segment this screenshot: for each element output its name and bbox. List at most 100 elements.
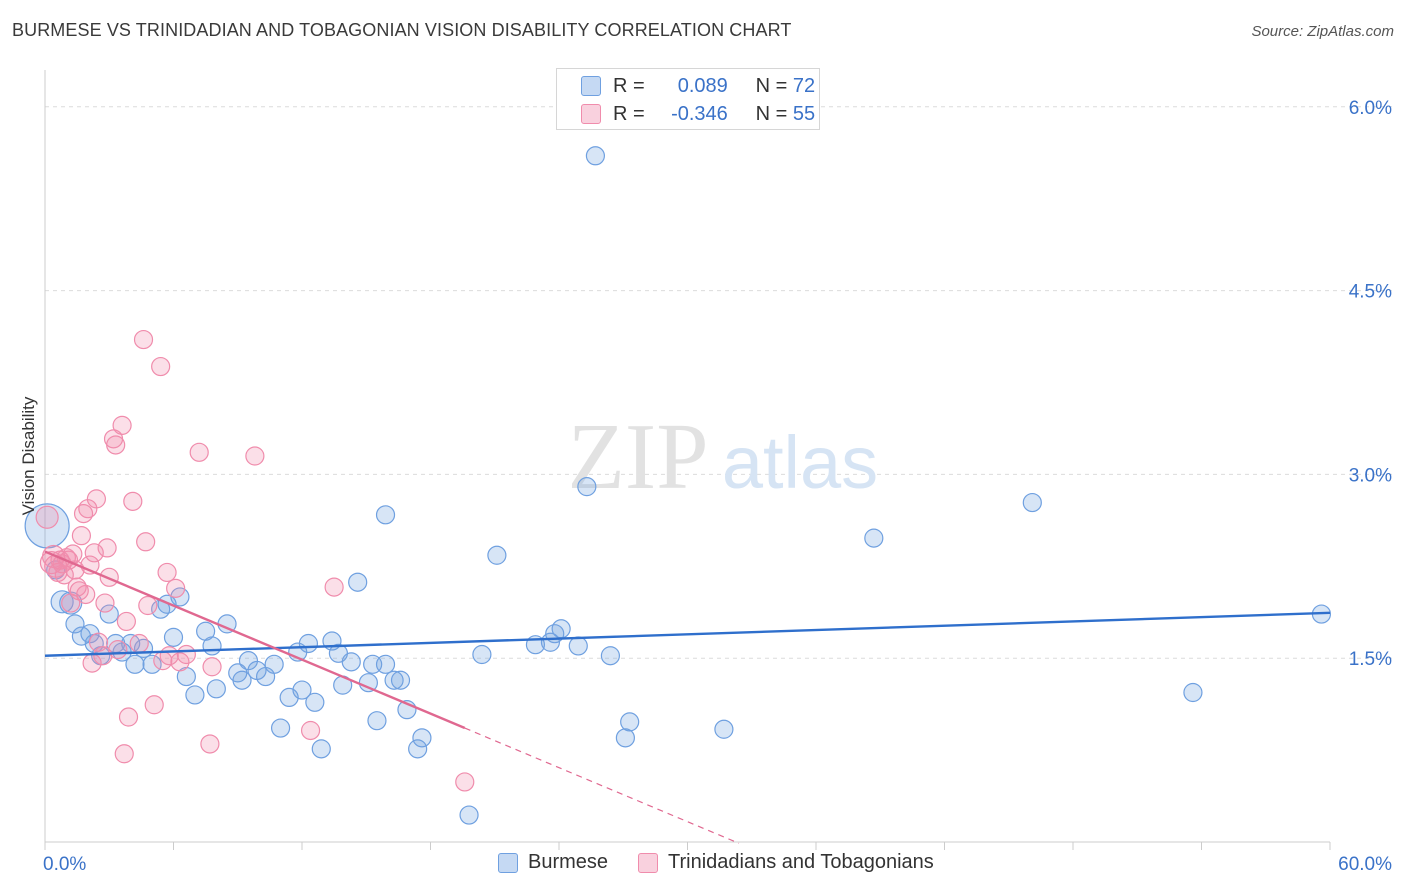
trinidadian-point [138,595,158,616]
trinidadian-legend-label: Trinidadians and Tobagonians [668,851,934,873]
trinidadian-point [136,532,156,552]
watermark: ZIP atlas [568,405,879,509]
trinidadian-point [76,584,96,605]
trinidadian-point [200,734,220,754]
grid-layer [45,106,1392,659]
burmese-point [412,728,432,748]
trinidadian-point [189,442,209,462]
legend-item-burmese[interactable]: Burmese [498,851,608,874]
burmese-points [24,146,1332,825]
trinidadian-points [35,329,475,792]
burmese-point [142,654,162,674]
burmese-point [1022,492,1042,513]
burmese-point [408,739,428,759]
trinidadian-point [108,640,128,660]
trinidadian-point [129,633,149,654]
watermark-zip: ZIP [568,405,709,509]
trinidadian-point [151,356,171,377]
burmese-legend-swatch [498,852,518,873]
burmese-point [714,719,734,739]
legend-row-trinidadian: R = -0.346 N = 55 [581,101,815,127]
trinidadian-point [71,526,92,546]
burmese-point [305,692,325,712]
trinidadian-point [202,657,222,677]
trinidadian-point [176,644,196,665]
trinidadian-point [157,562,177,583]
trinidadian-point [84,543,104,563]
x-tick-label: 0.0% [43,854,86,875]
trinidadian-n-value: 55 [792,102,816,125]
y-axis-label: Vision Disability [19,396,38,515]
burmese-point [384,670,404,690]
burmese-point [202,636,222,656]
trinidadian-point [123,491,143,511]
burmese-point [232,670,252,690]
series-legend: Burmese Trinidadians and Tobagonians [498,851,964,874]
trinidadian-point [166,578,186,598]
trinidadian-swatch [581,104,601,124]
burmese-trend-line [44,611,1331,657]
n-label: N = [755,74,788,97]
burmese-swatch [581,76,601,96]
trinidadian-point [86,489,107,509]
burmese-point [65,614,85,634]
burmese-n-value: 72 [792,74,816,97]
burmese-r-value: 0.089 [677,74,728,97]
burmese-legend-label: Burmese [528,851,609,873]
burmese-point [270,718,291,738]
chart-title: BURMESE VS TRINIDADIAN AND TOBAGONIAN VI… [12,20,792,40]
burmese-point [568,636,588,656]
burmese-point [487,545,507,565]
burmese-point [390,670,411,690]
burmese-point [206,679,226,699]
y-tick-label: 3.0% [1349,465,1392,486]
trinidadian-point [118,707,139,727]
trinidadian-trend-line [44,550,466,730]
correlation-legend: R = 0.089 N = 72 R = -0.346 N = 55 [556,68,820,130]
trinidadian-point [133,329,154,350]
source-label: Source: ZipAtlas.com [1251,23,1394,40]
burmese-point [341,652,361,672]
y-tick-label: 4.5% [1349,282,1392,303]
burmese-point [99,604,119,624]
burmese-point [1183,682,1203,703]
trinidadian-r-value: -0.346 [671,102,728,125]
burmese-point [311,739,331,759]
burmese-point [367,711,387,731]
burmese-point [298,633,319,654]
burmese-point [620,712,640,732]
burmese-point [125,654,145,674]
trinidadian-point [300,720,321,741]
trinidadian-legend-swatch [638,852,659,873]
burmese-point [600,646,621,666]
burmese-point [585,146,606,166]
trinidadian-point [106,435,126,455]
burmese-point [577,477,597,497]
burmese-point [615,728,635,748]
legend-item-trinidadian[interactable]: Trinidadians and Tobagonians [638,851,934,874]
burmese-point [163,627,184,647]
burmese-point [459,805,479,825]
trinidadian-point [112,415,132,435]
r-label: R = [613,102,645,125]
x-tick-label: 60.0% [1338,854,1392,875]
trinidadian-point [69,581,89,601]
n-label: N = [755,102,788,125]
y-tick-label: 1.5% [1349,649,1392,670]
trinidadian-point [144,695,164,715]
trinidadian-point [170,652,190,672]
trinidadian-point [116,611,136,632]
watermark-atlas: atlas [722,421,878,504]
burmese-point [551,619,571,639]
trinidadian-point [95,593,115,613]
trinidadian-point [97,538,117,558]
y-tick-label: 6.0% [1349,98,1392,119]
tick-labels: 1.5% 3.0% 4.5% 6.0% 0.0% 60.0% [43,98,1392,875]
burmese-point [185,685,205,705]
burmese-point [292,680,312,700]
burmese-point [864,528,884,548]
burmese-point [375,505,396,525]
trinidadian-point [114,744,134,764]
burmese-point [264,654,284,674]
